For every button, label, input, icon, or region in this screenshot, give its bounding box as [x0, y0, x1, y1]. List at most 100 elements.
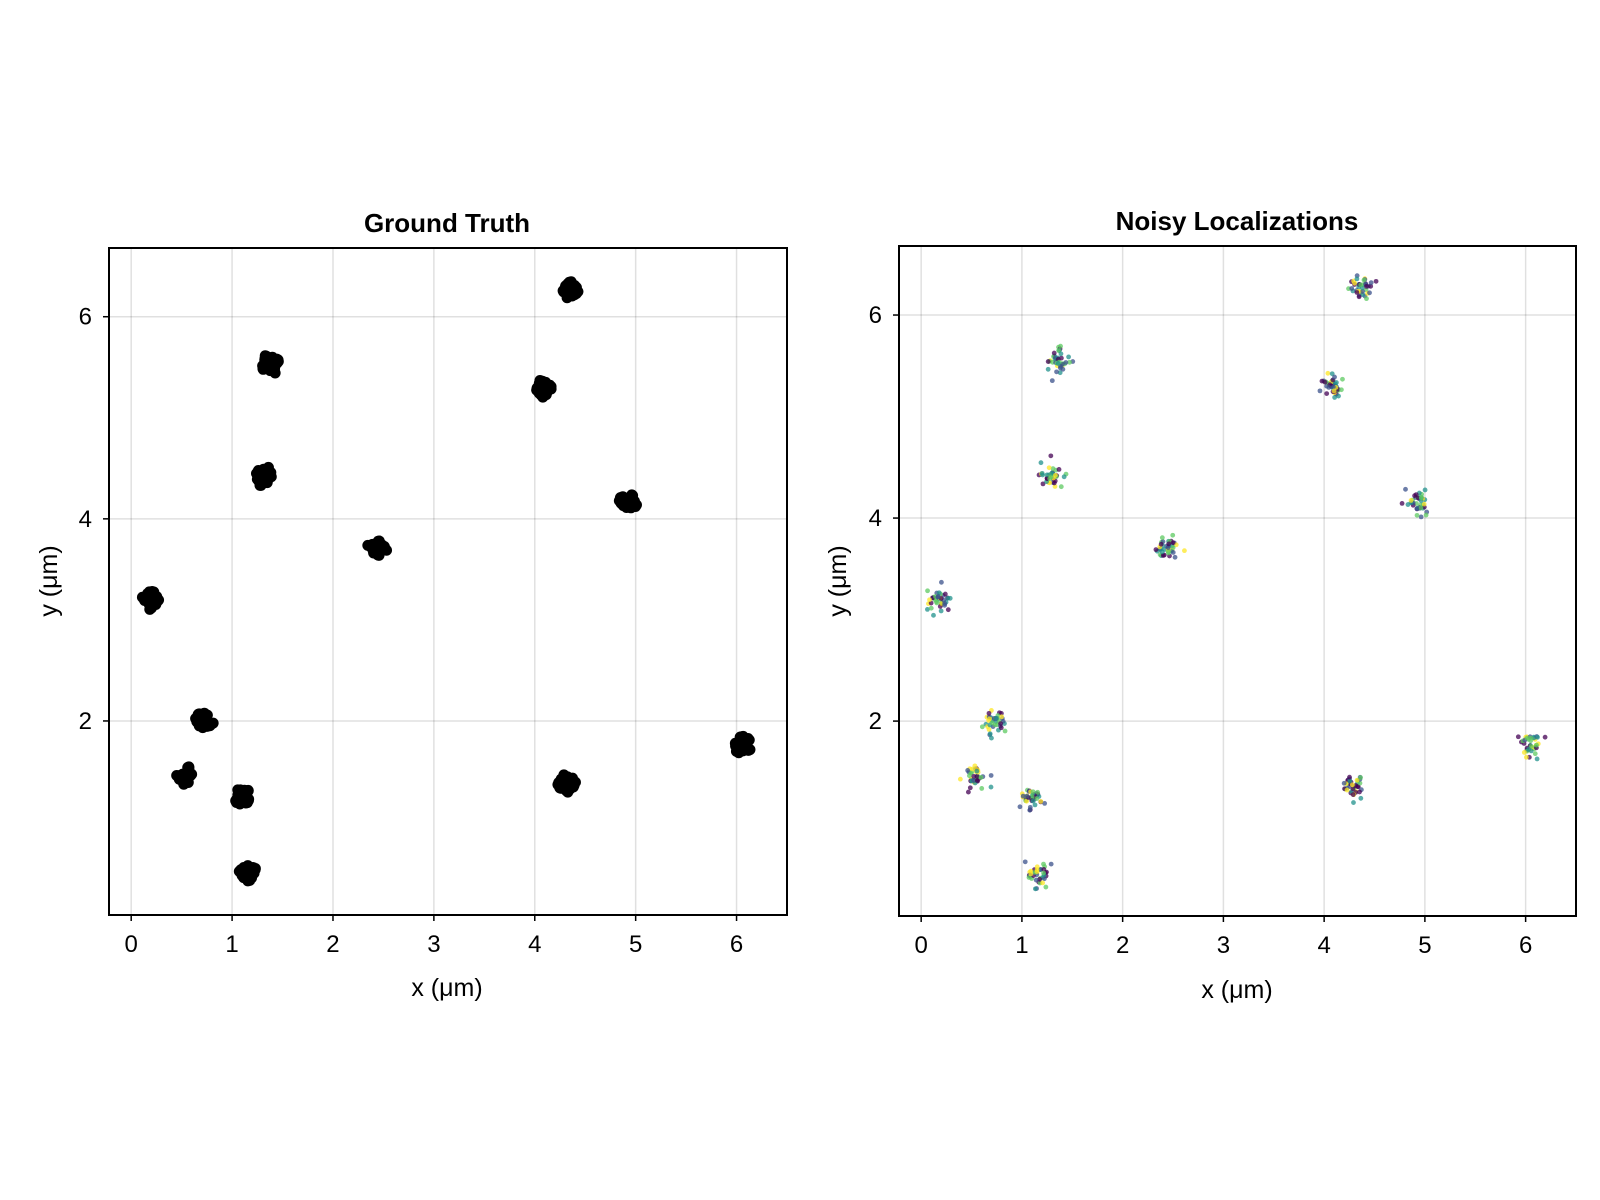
- noisy-localizations-point: [1333, 380, 1339, 385]
- noisy-localizations-point: [1347, 774, 1352, 780]
- noisy-localizations-point: [1047, 476, 1053, 482]
- noisy-localizations-xtick-label: 2: [1116, 932, 1129, 959]
- noisy-localizations-point: [1350, 792, 1356, 798]
- noisy-localizations-point: [1414, 512, 1420, 518]
- noisy-localizations-point: [1336, 393, 1341, 399]
- noisy-localizations-frame: [898, 245, 1577, 917]
- noisy-localizations-point: [1524, 735, 1530, 741]
- noisy-localizations-point: [1038, 460, 1044, 466]
- noisy-localizations-point: [1030, 798, 1036, 804]
- noisy-localizations-point: [1024, 793, 1030, 799]
- noisy-localizations-point: [1324, 391, 1330, 396]
- ground-truth-cluster: [552, 769, 581, 798]
- noisy-localizations-point: [1347, 778, 1353, 784]
- noisy-localizations-point: [1349, 286, 1355, 291]
- ground-truth-cluster: [613, 489, 642, 514]
- ground-truth-point: [544, 379, 556, 391]
- noisy-localizations-ticks: 0 1 2 3 4 5 6 2 4 6: [869, 302, 1533, 959]
- ground-truth-point: [233, 786, 245, 798]
- ground-truth-title: Ground Truth: [364, 208, 530, 238]
- noisy-localizations-point: [1058, 343, 1063, 349]
- ground-truth-xtick-label: 1: [225, 931, 238, 958]
- noisy-localizations-point: [1423, 512, 1429, 518]
- noisy-localizations-point: [1041, 870, 1046, 876]
- noisy-localizations-point: [965, 789, 971, 795]
- ground-truth-point: [230, 795, 242, 807]
- noisy-localizations-point: [1403, 486, 1408, 492]
- noisy-localizations-point: [1405, 502, 1411, 507]
- noisy-localizations-point: [1049, 378, 1055, 384]
- noisy-localizations-point: [971, 773, 977, 779]
- noisy-localizations-xtick-label: 1: [1015, 932, 1028, 959]
- noisy-localizations-point: [947, 595, 953, 601]
- noisy-localizations-point: [1338, 387, 1344, 393]
- noisy-localizations-point: [1349, 782, 1355, 788]
- noisy-localizations-point: [1034, 796, 1040, 802]
- noisy-localizations-point: [1042, 876, 1047, 882]
- noisy-localizations-point: [1325, 370, 1331, 376]
- ground-truth-point: [242, 784, 254, 796]
- noisy-localizations-point: [1017, 804, 1023, 810]
- noisy-localizations-point: [1067, 359, 1072, 365]
- noisy-localizations-cluster: [1515, 734, 1548, 762]
- noisy-localizations-point: [1418, 495, 1424, 501]
- noisy-localizations-point: [1165, 549, 1171, 555]
- noisy-localizations-point: [1035, 789, 1041, 795]
- noisy-localizations-point: [1351, 800, 1356, 805]
- noisy-localizations-point: [1066, 354, 1071, 360]
- noisy-localizations-point: [1360, 289, 1365, 294]
- noisy-localizations-point: [979, 724, 985, 730]
- ground-truth-cluster: [233, 860, 261, 887]
- noisy-localizations-point: [989, 720, 995, 726]
- noisy-localizations-cluster: [1153, 532, 1187, 560]
- noisy-localizations-point: [1166, 541, 1172, 547]
- noisy-localizations-point: [1532, 751, 1538, 757]
- noisy-localizations-point: [1050, 466, 1056, 472]
- noisy-localizations-point: [1361, 277, 1367, 283]
- noisy-localizations-points: [925, 273, 1548, 892]
- ground-truth-cluster: [171, 761, 198, 790]
- ground-truth-point: [240, 797, 252, 809]
- noisy-localizations-cluster: [1022, 859, 1054, 892]
- noisy-localizations-point: [945, 607, 951, 613]
- ground-truth-ytick-label: 6: [79, 304, 92, 331]
- noisy-localizations-point: [1038, 799, 1044, 804]
- ground-truth-ytick-label: 4: [79, 506, 92, 533]
- noisy-localizations-point: [967, 785, 973, 791]
- noisy-localizations-point: [1032, 886, 1038, 892]
- ground-truth-ytick-label: 2: [79, 708, 92, 735]
- noisy-localizations-point: [1317, 388, 1323, 394]
- noisy-localizations-point: [1057, 365, 1063, 371]
- noisy-localizations-point: [1042, 800, 1048, 806]
- noisy-localizations-cluster: [1346, 273, 1379, 302]
- noisy-localizations-point: [1523, 754, 1529, 760]
- noisy-localizations-point: [1352, 280, 1358, 286]
- noisy-localizations-ylabel: y (μm): [824, 545, 852, 616]
- noisy-localizations-point: [1170, 540, 1176, 546]
- noisy-localizations-xlabel: x (μm): [1201, 976, 1272, 1004]
- ground-truth-panel: Ground Truth 0 1 2 3 4 5 6 2 4 6 x (μm) y (μm): [35, 208, 788, 1002]
- ground-truth-point: [737, 730, 749, 742]
- noisy-localizations-point: [1535, 734, 1540, 740]
- ground-truth-cluster: [257, 350, 284, 379]
- ground-truth-point: [737, 739, 749, 751]
- ground-truth-ticks: 0 1 2 3 4 5 6 2 4 6: [79, 304, 744, 958]
- noisy-localizations-point: [999, 714, 1005, 720]
- ground-truth-xtick-label: 3: [427, 931, 440, 958]
- noisy-localizations-point: [1159, 535, 1165, 541]
- noisy-localizations-point: [1331, 388, 1337, 394]
- noisy-localizations-point: [1045, 359, 1051, 364]
- noisy-localizations-point: [1350, 786, 1356, 792]
- noisy-localizations-point: [1356, 294, 1362, 300]
- noisy-localizations-point: [1534, 742, 1539, 748]
- noisy-localizations-point: [1158, 541, 1164, 547]
- noisy-localizations-point: [1052, 472, 1058, 478]
- noisy-localizations-point: [1364, 296, 1369, 302]
- noisy-localizations-point: [1027, 807, 1033, 813]
- noisy-localizations-point: [1534, 756, 1540, 762]
- ground-truth-xtick-label: 2: [326, 931, 339, 958]
- noisy-localizations-point: [1368, 283, 1374, 289]
- noisy-localizations-point: [1170, 545, 1176, 550]
- noisy-localizations-point: [1034, 869, 1040, 874]
- ground-truth-xtick-label: 4: [528, 931, 541, 958]
